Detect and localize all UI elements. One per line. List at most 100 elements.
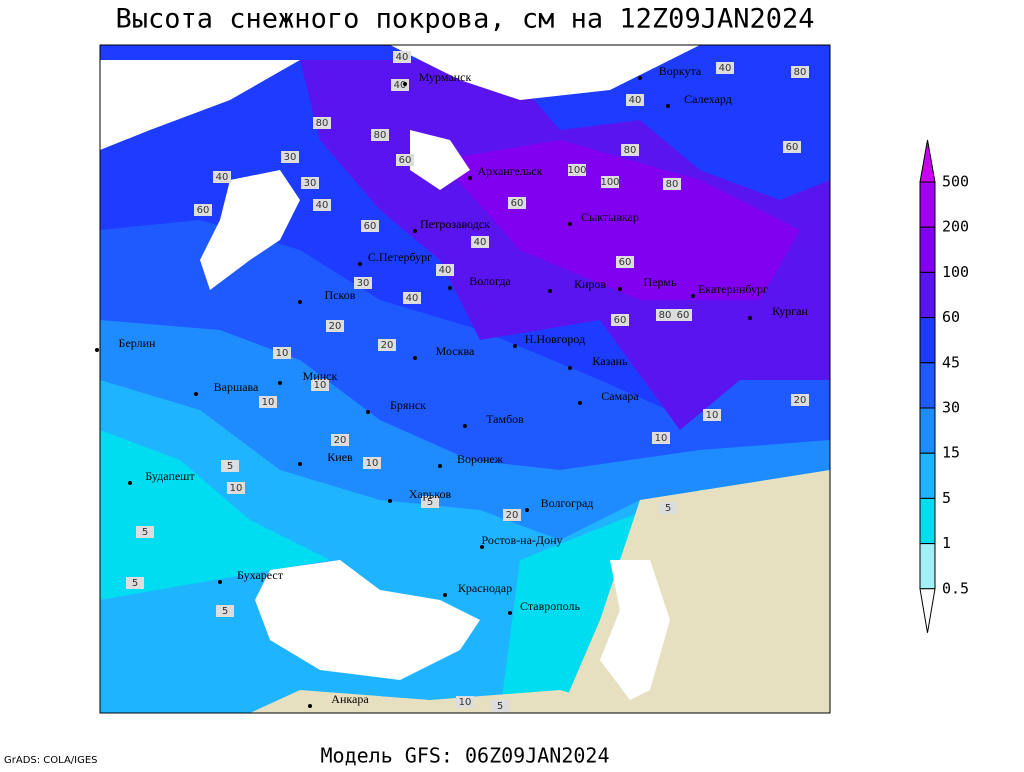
city-label: Киев: [327, 450, 353, 464]
legend-swatch: [919, 226, 936, 273]
legend-label: 30: [942, 399, 960, 417]
contour-label: 40: [406, 293, 419, 304]
contour-label: 40: [316, 200, 329, 211]
contour-label: 5: [132, 578, 138, 589]
contour-label-bg: [791, 394, 809, 406]
city-dot: [358, 262, 362, 266]
legend-label: 100: [942, 263, 969, 281]
city-label: Анкара: [331, 692, 369, 706]
city-dot: [638, 76, 642, 80]
city-dot: [468, 176, 472, 180]
contour-label: 10: [706, 410, 719, 421]
contour-label: 10: [230, 483, 243, 494]
contour-label-bg: [194, 204, 212, 216]
city-dot: [413, 229, 417, 233]
city-label: Волгоград: [541, 496, 594, 510]
city-dot: [278, 381, 282, 385]
legend-swatch: [919, 407, 936, 454]
legend-swatch: [919, 362, 936, 409]
city-label: Сыктывкар: [581, 210, 639, 224]
contour-label-bg: [396, 154, 414, 166]
city-dot: [691, 294, 695, 298]
city-label: Казань: [592, 354, 628, 368]
city-dot: [128, 481, 132, 485]
legend-label: 15: [942, 444, 960, 462]
contour-label: 5: [665, 503, 671, 514]
contour-label-bg: [371, 129, 389, 141]
legend-swatch: [919, 181, 936, 228]
contour-label-bg: [227, 482, 245, 494]
contour-label: 60: [786, 142, 799, 153]
contour-label-bg: [216, 605, 234, 617]
contour-label: 40: [629, 95, 642, 106]
legend-label: 0.5: [942, 579, 969, 597]
city-dot: [413, 356, 417, 360]
city-label: Н.Новгород: [525, 332, 585, 346]
city-label: Петрозаводск: [420, 217, 490, 231]
contour-label: 10: [276, 348, 289, 359]
contour-label-bg: [281, 151, 299, 163]
city-label: Будапешт: [145, 469, 195, 483]
city-dot: [194, 392, 198, 396]
city-dot: [388, 499, 392, 503]
contour-label-bg: [659, 502, 677, 514]
contour-label: 60: [614, 315, 627, 326]
contour-label: 100: [600, 177, 619, 188]
city-label: С.Петербург: [368, 250, 432, 264]
legend-swatch: [919, 543, 936, 590]
city-dot: [366, 410, 370, 414]
legend-label: 500: [942, 173, 969, 191]
contour-label-bg: [656, 309, 674, 321]
legend-label: 200: [942, 218, 969, 236]
city-dot: [618, 287, 622, 291]
city-label: Мурманск: [419, 70, 472, 84]
city-label: Тамбов: [486, 412, 524, 426]
contour-label: 10: [655, 433, 668, 444]
contour-label: 10: [459, 697, 472, 708]
legend-swatch: [919, 317, 936, 364]
contour-label: 80: [659, 310, 672, 321]
contour-label-bg: [313, 117, 331, 129]
contour-label-bg: [136, 526, 154, 538]
contour-label: 60: [511, 198, 524, 209]
contour-label-bg: [663, 178, 681, 190]
city-label: Ростов-на-Дону: [481, 533, 562, 547]
contour-label: 5: [222, 606, 228, 617]
legend-label: 45: [942, 353, 960, 371]
city-dot: [508, 611, 512, 615]
credit: GrADS: COLA/IGES: [4, 755, 98, 766]
contour-label: 10: [262, 397, 275, 408]
contour-label: 80: [666, 179, 679, 190]
city-label: Салехард: [684, 92, 732, 106]
legend-swatch: [919, 452, 936, 499]
contour-label-bg: [626, 94, 644, 106]
city-label: Вологда: [469, 274, 511, 288]
city-dot: [308, 704, 312, 708]
contour-label-bg: [363, 457, 381, 469]
contour-label: 10: [314, 380, 327, 391]
contour-label-bg: [221, 460, 239, 472]
contour-label-bg: [674, 309, 692, 321]
contour-label-bg: [273, 347, 291, 359]
city-dot: [218, 580, 222, 584]
contour-label: 40: [396, 52, 409, 63]
legend-swatch: [919, 271, 936, 319]
city-label: Москва: [436, 344, 475, 358]
contour-label: 20: [381, 340, 394, 351]
contour-label: 20: [506, 510, 519, 521]
contour-label-bg: [568, 164, 586, 176]
contour-label-bg: [503, 509, 521, 521]
contour-label-bg: [331, 434, 349, 446]
contour-label: 60: [619, 257, 632, 268]
contour-label: 10: [366, 458, 379, 469]
city-dot: [443, 593, 447, 597]
city-dot: [525, 508, 529, 512]
contour-label: 30: [357, 278, 370, 289]
city-label: Харьков: [409, 487, 452, 501]
contour-label: 40: [394, 80, 407, 91]
legend-cap: [919, 588, 936, 633]
contour-label: 5: [497, 701, 503, 712]
legend-label: 5: [942, 489, 951, 507]
